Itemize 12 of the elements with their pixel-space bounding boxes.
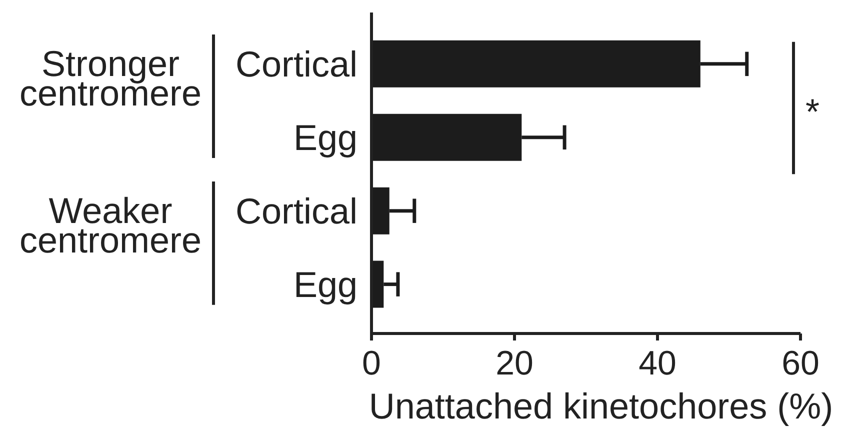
text: *	[805, 91, 820, 132]
x-tick-label: 60	[782, 344, 820, 382]
x-tick-label: 0	[362, 344, 381, 382]
x-axis-title: Unattached kinetochores (%)	[368, 386, 834, 426]
y-tick-label: Egg	[293, 116, 358, 158]
y-tick-label: Cortical	[235, 43, 358, 84]
text: Stronger centromere	[19, 42, 202, 114]
x-tick-label: 20	[496, 344, 534, 382]
text: Weaker centromere	[19, 190, 202, 260]
x-tick-label: 40	[638, 344, 676, 382]
y-tick-label: Egg	[293, 264, 358, 305]
y-tick-label: Cortical	[235, 190, 358, 232]
